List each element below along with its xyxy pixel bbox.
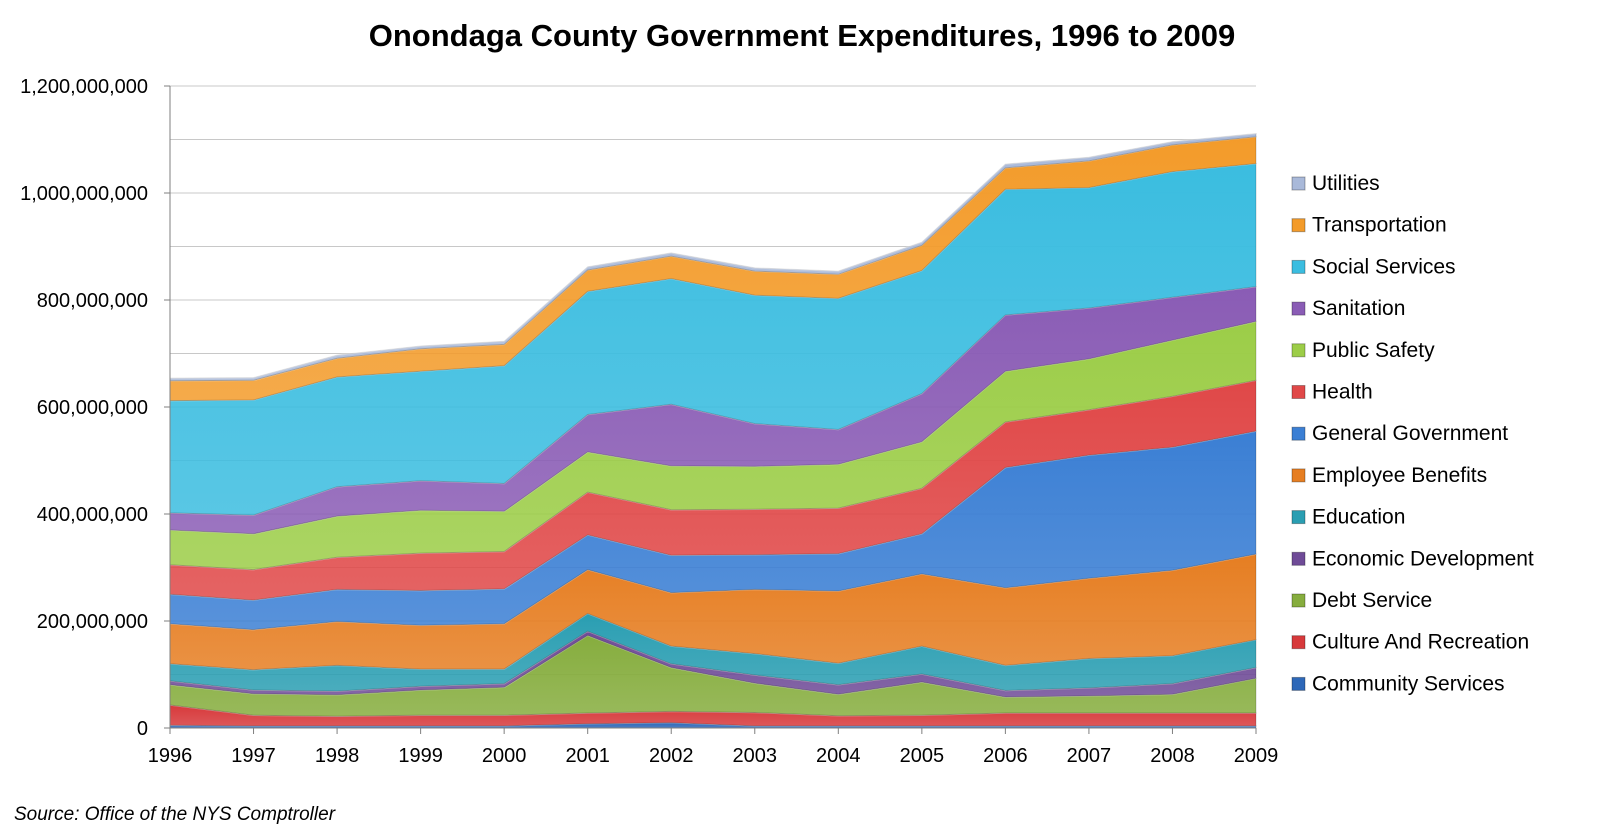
- x-tick-label: 2003: [733, 745, 778, 767]
- legend-label: Transportation: [1312, 214, 1447, 237]
- legend-label: Debt Service: [1312, 589, 1432, 612]
- legend-label: Public Safety: [1312, 339, 1435, 362]
- legend-label: Community Services: [1312, 672, 1505, 695]
- legend-label: Economic Development: [1312, 547, 1534, 570]
- legend-swatch: [1291, 635, 1306, 650]
- legend-item-economic-development: Economic Development: [1291, 547, 1534, 570]
- y-tick-label: 600,000,000: [37, 397, 148, 419]
- x-tick-label: 2002: [649, 745, 694, 767]
- legend-item-culture-and-recreation: Culture And Recreation: [1291, 631, 1529, 654]
- area-utilities: [169, 133, 1257, 382]
- x-tick-label: 2008: [1150, 745, 1195, 767]
- legend-item-education: Education: [1291, 506, 1405, 529]
- legend-label: Education: [1312, 506, 1405, 529]
- legend-swatch: [1291, 468, 1306, 483]
- source-note: Source: Office of the NYS Comptroller: [14, 804, 336, 825]
- legend-label: Sanitation: [1312, 297, 1405, 320]
- legend-swatch: [1291, 176, 1306, 191]
- x-tick-label: 1996: [148, 745, 193, 767]
- legend-swatch: [1291, 343, 1306, 358]
- y-tick-label: 400,000,000: [37, 504, 148, 526]
- legend-label: Culture And Recreation: [1312, 631, 1529, 654]
- legend-swatch: [1291, 510, 1306, 525]
- legend-swatch: [1291, 218, 1306, 233]
- legend-swatch: [1291, 676, 1306, 691]
- y-tick-label: 200,000,000: [37, 611, 148, 633]
- x-tick-label: 2005: [900, 745, 945, 767]
- chart-title: Onondaga County Government Expenditures,…: [368, 18, 1236, 53]
- legend-item-social-services: Social Services: [1291, 255, 1456, 278]
- y-tick-label: 1,000,000,000: [20, 183, 148, 205]
- legend-label: Employee Benefits: [1312, 464, 1487, 487]
- axes: 0 200,000,000 400,000,000 600,000,000 800,00…: [20, 76, 1278, 767]
- legend: Utilities Transportation Social Services Sa…: [1291, 172, 1534, 695]
- y-tick-label: 0: [137, 718, 148, 740]
- y-tick-label: 1,200,000,000: [20, 76, 148, 98]
- legend-item-public-safety: Public Safety: [1291, 339, 1435, 362]
- legend-label: Utilities: [1312, 172, 1380, 195]
- legend-swatch: [1291, 301, 1306, 316]
- legend-item-utilities: Utilities: [1291, 172, 1380, 195]
- legend-item-sanitation: Sanitation: [1291, 297, 1405, 320]
- legend-item-health: Health: [1291, 381, 1373, 404]
- x-tick-label: 1997: [231, 745, 276, 767]
- legend-swatch: [1291, 385, 1306, 399]
- legend-swatch: [1291, 426, 1306, 441]
- legend-swatch: [1291, 593, 1306, 608]
- x-tick-label: 2009: [1234, 745, 1279, 767]
- legend-label: Health: [1312, 381, 1373, 404]
- legend-item-debt-service: Debt Service: [1291, 589, 1432, 612]
- legend-item-general-government: General Government: [1291, 422, 1508, 445]
- x-tick-label: 1998: [315, 745, 360, 767]
- legend-item-transportation: Transportation: [1291, 214, 1447, 237]
- legend-label: General Government: [1312, 422, 1508, 445]
- area-edge-utilities: [169, 132, 1257, 379]
- legend-item-employee-benefits: Employee Benefits: [1291, 464, 1487, 487]
- x-tick-label: 2006: [983, 745, 1028, 767]
- y-tick-label: 800,000,000: [37, 290, 148, 312]
- legend-label: Social Services: [1312, 255, 1456, 278]
- area-employee-benefits: [169, 553, 1257, 671]
- x-tick-label: 2000: [482, 745, 527, 767]
- x-tick-label: 1999: [398, 745, 443, 767]
- legend-swatch: [1291, 551, 1306, 566]
- x-tick-label: 2004: [816, 745, 861, 767]
- x-tick-label: 2007: [1067, 745, 1112, 767]
- legend-item-community-services: Community Services: [1291, 672, 1505, 695]
- area-series: [169, 132, 1257, 729]
- legend-swatch: [1291, 259, 1306, 274]
- x-tick-label: 2001: [565, 745, 610, 767]
